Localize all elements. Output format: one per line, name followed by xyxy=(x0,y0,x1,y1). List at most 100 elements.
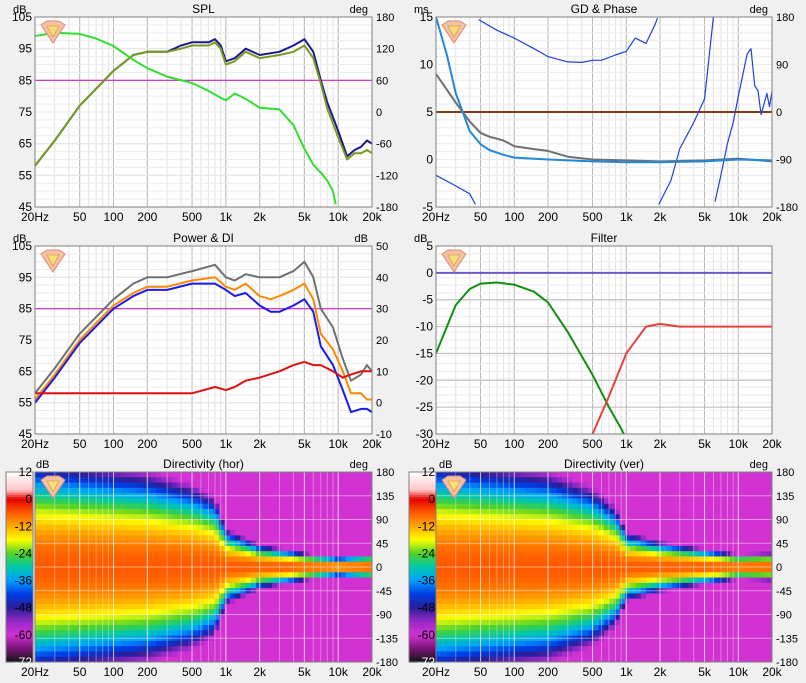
heatmap-cell xyxy=(462,609,469,616)
heatmap-cell xyxy=(293,651,299,658)
heatmap-cell xyxy=(187,635,194,642)
heatmap-cell xyxy=(356,598,363,605)
heatmap-cell xyxy=(293,556,299,563)
heatmap-cell xyxy=(493,640,500,647)
heatmap-cell xyxy=(541,614,547,621)
heatmap-cell xyxy=(271,577,278,584)
heatmap-cell xyxy=(493,614,500,621)
heatmap-cell xyxy=(256,540,263,547)
heatmap-cell xyxy=(266,635,273,642)
heatmap-cell xyxy=(319,556,326,563)
heatmap-cell xyxy=(119,635,126,642)
heatmap-cell xyxy=(646,556,652,563)
y2-tick-label: 120 xyxy=(376,44,394,56)
heatmap-cell xyxy=(182,625,189,631)
heatmap-cell xyxy=(224,567,231,573)
heatmap-cell xyxy=(467,646,474,653)
heatmap-cell xyxy=(177,482,184,489)
heatmap-cell xyxy=(150,556,157,563)
heatmap-cell xyxy=(661,577,668,584)
heatmap-cell xyxy=(604,614,610,621)
heatmap-cell xyxy=(698,561,705,568)
heatmap-cell xyxy=(66,614,73,621)
colorbar-band xyxy=(6,630,33,634)
heatmap-cell xyxy=(530,625,537,631)
heatmap-cell xyxy=(667,656,673,662)
heatmap-cell xyxy=(436,651,442,658)
heatmap-cell xyxy=(562,482,568,489)
heatmap-cell xyxy=(446,593,453,600)
heatmap-cell xyxy=(361,651,368,658)
heatmap-cell xyxy=(719,556,726,563)
heatmap-cell xyxy=(472,572,479,579)
heatmap-cell xyxy=(145,498,152,505)
heatmap-cell xyxy=(119,598,126,605)
heatmap-cell xyxy=(630,519,637,526)
heatmap-cell xyxy=(551,609,558,616)
heatmap-cell xyxy=(472,551,479,558)
heatmap-cell xyxy=(614,582,621,589)
heatmap-cell xyxy=(161,646,168,653)
heatmap-cell xyxy=(266,487,273,494)
heatmap-cell xyxy=(324,498,331,505)
heatmap-cell xyxy=(198,472,205,478)
colorbar-band xyxy=(6,496,33,500)
x-tick-label: 10k xyxy=(729,437,749,451)
heatmap-cell xyxy=(129,498,136,505)
heatmap-cell xyxy=(229,493,236,499)
heatmap-cell xyxy=(609,577,616,584)
heatmap-cell xyxy=(277,640,284,647)
heatmap-cell xyxy=(266,519,273,526)
heatmap-cell xyxy=(119,603,126,610)
heatmap-cell xyxy=(577,640,584,647)
heatmap-cell xyxy=(630,514,637,521)
heatmap-cell xyxy=(703,535,710,542)
heatmap-cell xyxy=(40,561,47,568)
heatmap-cell xyxy=(598,577,605,584)
heatmap-cell xyxy=(677,545,684,552)
y2-tick-label: 20 xyxy=(376,335,388,347)
heatmap-cell xyxy=(61,551,68,558)
colorbar-band xyxy=(6,580,33,584)
heatmap-cell xyxy=(677,540,684,547)
heatmap-cell xyxy=(483,588,490,594)
heatmap-cell xyxy=(488,556,495,563)
heatmap-cell xyxy=(441,540,448,547)
heatmap-cell xyxy=(651,530,658,536)
heatmap-cell xyxy=(345,609,352,616)
heatmap-cell xyxy=(709,609,715,616)
colorbar-band xyxy=(6,578,33,582)
heatmap-cell xyxy=(87,530,94,536)
x-tick-label: 1k xyxy=(620,210,634,224)
heatmap-cell xyxy=(250,593,257,600)
heatmap-cell xyxy=(520,567,526,573)
heatmap-cell xyxy=(308,487,315,494)
heatmap-cell xyxy=(103,472,110,478)
heatmap-cell xyxy=(619,625,626,631)
heatmap-cell xyxy=(451,593,458,600)
heatmap-cell xyxy=(293,508,299,515)
heatmap-cell xyxy=(35,619,41,626)
heatmap-cell xyxy=(214,524,220,531)
heatmap-cell xyxy=(441,503,448,510)
heatmap-cell xyxy=(208,619,215,626)
heatmap-cell xyxy=(604,514,610,521)
heatmap-cell xyxy=(556,603,563,610)
heatmap-cell xyxy=(483,545,490,552)
heatmap-cell xyxy=(614,572,621,579)
heatmap-cell xyxy=(208,498,215,505)
heatmap-cell xyxy=(192,603,199,610)
heatmap-cell xyxy=(525,493,532,499)
heatmap-cell xyxy=(356,551,363,558)
heatmap-cell xyxy=(441,603,448,610)
heatmap-cell xyxy=(614,561,621,568)
heatmap-cell xyxy=(66,487,73,494)
heatmap-cell xyxy=(140,514,147,521)
heatmap-cell xyxy=(314,646,320,653)
heatmap-cell xyxy=(472,561,479,568)
heatmap-cell xyxy=(208,508,215,515)
heatmap-cell xyxy=(250,603,257,610)
heatmap-cell xyxy=(293,656,299,662)
heatmap-cell xyxy=(250,508,257,515)
heatmap-cell xyxy=(457,625,463,631)
